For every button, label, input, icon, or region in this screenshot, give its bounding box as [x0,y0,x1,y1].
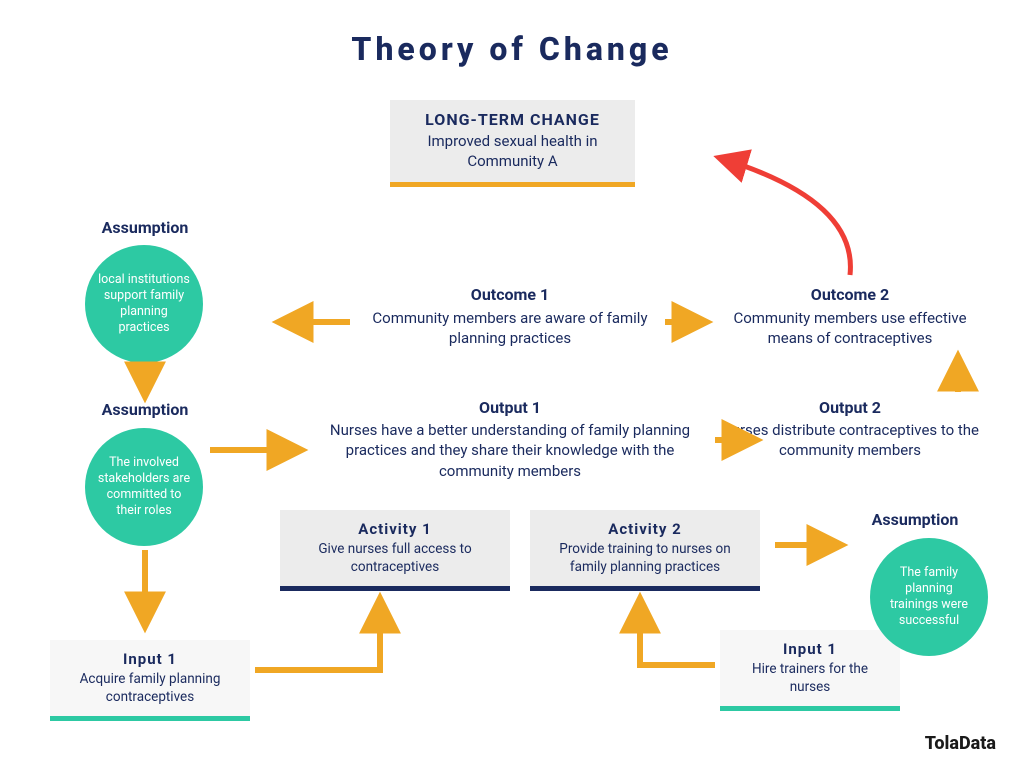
outcome1-label: Outcome 1 [380,285,640,304]
assumption2-text: The involved stakeholders are committed … [95,455,193,520]
output2-text: Nurses distribute contraceptives to the … [720,420,980,461]
output1-text: Nurses have a better understanding of fa… [310,420,710,481]
longterm-header: LONG-TERM CHANGE [408,110,617,129]
activity2-text: Provide training to nurses on family pla… [548,540,742,576]
activity2-label: Activity 2 [548,520,742,538]
assumption-label-1: Assumption [75,218,215,237]
assumption-circle-3: The family planning trainings were succe… [870,538,988,656]
output1-label: Output 1 [360,398,660,417]
page-title: Theory of Change [351,30,672,68]
assumption3-text: The family planning trainings were succe… [880,565,978,630]
assumption-label-2: Assumption [75,400,215,419]
input2-text: Hire trainers for the nurses [738,660,882,696]
assumption-label-3: Assumption [845,510,985,529]
input1-box: Input 1 Acquire family planning contrace… [50,640,250,721]
longterm-text: Improved sexual health in Community A [408,131,617,172]
assumption1-text: local institutions support family planni… [95,272,193,337]
outcome2-label: Outcome 2 [720,285,980,304]
brand-logo: TolaData [925,733,996,754]
activity2-box: Activity 2 Provide training to nurses on… [530,510,760,591]
outcome2-text: Community members use effective means of… [710,308,990,349]
assumption-circle-1: local institutions support family planni… [85,245,203,363]
input2-box: Input 1 Hire trainers for the nurses [720,630,900,711]
longterm-change-box: LONG-TERM CHANGE Improved sexual health … [390,100,635,187]
input1-text: Acquire family planning contraceptives [68,670,232,706]
activity1-text: Give nurses full access to contraceptive… [298,540,492,576]
activity1-box: Activity 1 Give nurses full access to co… [280,510,510,591]
output2-label: Output 2 [740,398,960,417]
input1-label: Input 1 [68,650,232,668]
assumption-circle-2: The involved stakeholders are committed … [85,428,203,546]
input2-label: Input 1 [738,640,882,658]
activity1-label: Activity 1 [298,520,492,538]
outcome1-text: Community members are aware of family pl… [360,308,660,349]
